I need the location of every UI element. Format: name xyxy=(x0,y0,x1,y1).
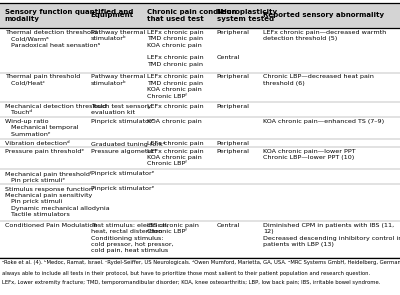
Bar xyxy=(0,117,400,139)
Text: KOA chronic pain: KOA chronic pain xyxy=(147,119,202,124)
Bar xyxy=(0,169,400,184)
Text: Mechanical detection threshold
   Touchᵈ: Mechanical detection threshold Touchᵈ xyxy=(5,104,106,115)
Text: Pathway thermal
stimulatorᵇ: Pathway thermal stimulatorᵇ xyxy=(91,30,145,41)
Bar xyxy=(0,73,400,102)
Text: ᵃRoke et al. (4). ᵇMedoc, Ramat, Israel. ᶜRydel-Seiffer, US Neurologicals. ᵈOwen: ᵃRoke et al. (4). ᵇMedoc, Ramat, Israel.… xyxy=(2,260,400,265)
Text: Peripheral: Peripheral xyxy=(217,104,250,109)
Bar xyxy=(0,221,400,258)
Text: Peripheral: Peripheral xyxy=(217,141,250,146)
Bar xyxy=(0,3,400,28)
Bar xyxy=(0,139,400,147)
Text: Pressure algometerᵉ: Pressure algometerᵉ xyxy=(91,149,156,154)
Text: always able to include all tests in their protocol, but have to prioritize those: always able to include all tests in thei… xyxy=(2,271,370,276)
Text: Peripheral: Peripheral xyxy=(217,74,250,79)
Text: Touch test sensory
evaluation kit: Touch test sensory evaluation kit xyxy=(91,104,151,115)
Text: Reported sensory abnormality: Reported sensory abnormality xyxy=(263,12,384,19)
Text: Neuroplasticity
system tested: Neuroplasticity system tested xyxy=(217,9,278,22)
Text: Pathway thermal
stimulatorᵇ: Pathway thermal stimulatorᵇ xyxy=(91,74,145,86)
Text: LEFx chronic pain—decreased warmth
detection threshold (5): LEFx chronic pain—decreased warmth detec… xyxy=(263,30,386,41)
Text: Mechanical pain thresholdᶠ
   Pin prick stimuliᵉ: Mechanical pain thresholdᶠ Pin prick sti… xyxy=(5,171,92,183)
Bar xyxy=(0,184,400,221)
Text: KOA chronic pain—enhanced TS (7–9): KOA chronic pain—enhanced TS (7–9) xyxy=(263,119,384,124)
Bar xyxy=(0,102,400,117)
Text: LEFx chronic pain
TMD chronic pain
KOA chronic pain
Chronic LBPᶠ: LEFx chronic pain TMD chronic pain KOA c… xyxy=(147,74,204,99)
Text: LEFx chronic pain: LEFx chronic pain xyxy=(147,141,204,146)
Text: IBS chronic pain
Chronic LBPᶠ: IBS chronic pain Chronic LBPᶠ xyxy=(147,223,199,234)
Text: Wind-up ratio
   Mechanical temporal
   Summationᵉ: Wind-up ratio Mechanical temporal Summat… xyxy=(5,119,78,137)
Text: Conditioned Pain Modulation: Conditioned Pain Modulation xyxy=(5,223,97,228)
Text: Sensory function quantified and
modality: Sensory function quantified and modality xyxy=(5,9,133,22)
Text: Pinprick stimulatorᵉ: Pinprick stimulatorᵉ xyxy=(91,171,154,176)
Text: Thermal detection threshold
   Cold/Warmᵃ
   Paradoxical heat sensationᵃ: Thermal detection threshold Cold/Warmᵃ P… xyxy=(5,30,100,47)
Text: Diminished CPM in patients with IBS (11,
12)
Decreased descending inhibitory con: Diminished CPM in patients with IBS (11,… xyxy=(263,223,400,247)
Text: LEFx chronic pain
KOA chronic pain
Chronic LBPᶠ: LEFx chronic pain KOA chronic pain Chron… xyxy=(147,149,204,166)
Text: Graduated tuning forkᵈ: Graduated tuning forkᵈ xyxy=(91,141,165,147)
Text: Peripheral



Central: Peripheral Central xyxy=(217,30,250,60)
Text: Vibration detectionᵈ: Vibration detectionᵈ xyxy=(5,141,70,146)
Text: Equipment: Equipment xyxy=(91,12,134,19)
Text: Stimulus response functionᶠ
Mechanical pain sensitivity
   Pin prick stimuli
   : Stimulus response functionᶠ Mechanical p… xyxy=(5,186,110,217)
Text: LEFx chronic pain: LEFx chronic pain xyxy=(147,104,204,109)
Text: Pinprick stimulatorᵉ: Pinprick stimulatorᵉ xyxy=(91,186,154,191)
Bar xyxy=(0,147,400,169)
Text: Pressure pain thresholdᵉ: Pressure pain thresholdᵉ xyxy=(5,149,84,154)
Text: KOA chronic pain—lower PPT
Chronic LBP—lower PPT (10): KOA chronic pain—lower PPT Chronic LBP—l… xyxy=(263,149,356,160)
Text: Thermal pain threshold
   Cold/Heatᶜ: Thermal pain threshold Cold/Heatᶜ xyxy=(5,74,80,86)
Text: LEFx chronic pain
TMD chronic pain
KOA chronic pain

LEFx chronic pain
TMD chron: LEFx chronic pain TMD chronic pain KOA c… xyxy=(147,30,204,67)
Text: Test stimulus: electrical,
heat, rectal distention
Conditioning stimulus:
cold p: Test stimulus: electrical, heat, rectal … xyxy=(91,223,174,253)
Bar xyxy=(0,28,400,73)
Text: Chronic LBP—decreased heat pain
threshold (6): Chronic LBP—decreased heat pain threshol… xyxy=(263,74,374,86)
Text: Chronic pain condition
that used test: Chronic pain condition that used test xyxy=(147,9,236,22)
Text: LEFx, Lower extremity fracture; TMD, temporomandibular disorder; KOA, knee osteo: LEFx, Lower extremity fracture; TMD, tem… xyxy=(2,280,380,285)
Text: Central: Central xyxy=(217,223,240,228)
Text: Peripheral: Peripheral xyxy=(217,149,250,154)
Text: Pinprick stimulatorᵉ: Pinprick stimulatorᵉ xyxy=(91,119,154,124)
